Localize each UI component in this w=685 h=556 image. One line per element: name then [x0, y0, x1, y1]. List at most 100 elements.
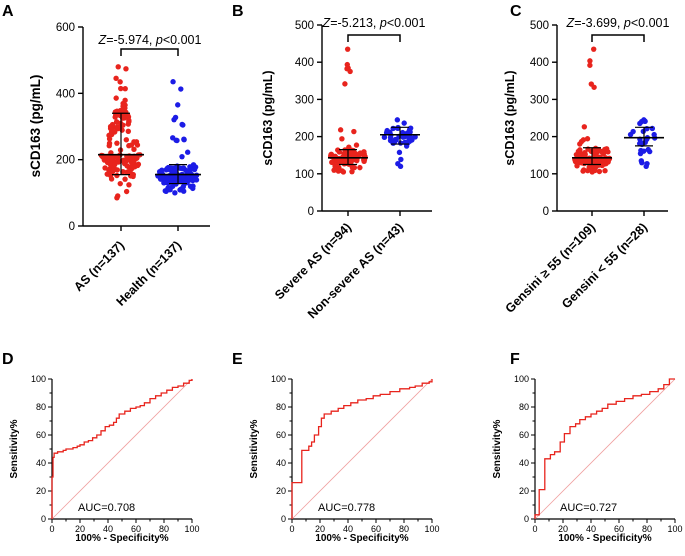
data-point	[109, 155, 115, 161]
data-point	[113, 95, 119, 101]
y-tick-label: 200	[56, 155, 75, 167]
significance-stat: Z=-5.974, p<0.001	[98, 33, 202, 47]
x-category-label: AS (n=137)	[71, 238, 127, 294]
x-tick-label: 0	[49, 524, 54, 534]
data-point	[651, 131, 657, 138]
stat-p: p	[155, 33, 163, 47]
data-point	[108, 129, 115, 135]
data-point	[181, 136, 187, 143]
y-tick-label: 100	[271, 374, 286, 384]
data-point	[392, 136, 399, 143]
data-point	[637, 139, 644, 145]
data-point	[605, 149, 611, 155]
data-point	[191, 166, 198, 173]
data-point	[580, 168, 586, 174]
y-tick-label: 600	[56, 22, 75, 34]
data-point	[115, 193, 121, 199]
data-point	[173, 137, 179, 143]
x-category-label: Gensini < 55 (n=28)	[559, 220, 650, 311]
x-tick-label: 80	[159, 524, 169, 534]
data-point	[114, 140, 120, 146]
data-point	[175, 102, 181, 108]
reference-diagonal	[534, 378, 676, 520]
data-point	[398, 156, 404, 163]
y-tick-label: 20	[519, 486, 529, 496]
y-tick-label: 400	[56, 88, 75, 100]
data-point	[645, 146, 651, 153]
x-axis-title: 100% - Specificity%	[558, 533, 651, 544]
y-axis-title: Sensitivity%	[249, 419, 260, 478]
data-point	[172, 114, 179, 121]
data-point	[109, 169, 116, 175]
y-tick-label: 0	[524, 514, 529, 524]
y-tick-label: 100	[31, 374, 46, 384]
data-point	[639, 159, 645, 166]
y-axis-title: sCD163 (pg/mL)	[503, 70, 517, 165]
data-point	[122, 86, 128, 92]
data-point	[642, 139, 648, 146]
data-point	[582, 151, 588, 158]
data-point	[344, 46, 351, 52]
data-point	[117, 180, 123, 187]
panel-E: E Sensitivity% 100% - Specificity% 00 20 20 40…	[232, 351, 440, 544]
x-tick-label: 20	[315, 524, 325, 534]
data-point	[381, 134, 388, 141]
data-point	[401, 120, 407, 126]
data-point	[126, 143, 132, 149]
data-point	[179, 153, 185, 160]
data-point	[122, 176, 128, 182]
y-axis-title: Sensitivity%	[9, 419, 20, 478]
y-tick-label: 60	[276, 430, 286, 440]
x-tick-label: 20	[558, 524, 568, 534]
significance-stat: Z=-3.699, p<0.001	[566, 16, 670, 30]
data-point	[387, 137, 394, 144]
data-point	[591, 84, 597, 90]
data-point	[100, 154, 106, 160]
significance-bracket	[120, 48, 179, 56]
significance-stat: Z=-5.213, p<0.001	[322, 16, 426, 30]
stat-z: Z	[322, 16, 331, 30]
data-point	[190, 185, 196, 192]
data-point	[581, 124, 588, 130]
data-point	[345, 65, 351, 71]
data-point	[180, 122, 186, 128]
data-point	[187, 177, 193, 183]
data-point	[587, 165, 593, 171]
panel-letter: C	[510, 3, 522, 20]
data-point	[134, 142, 141, 148]
stat-p: p	[623, 16, 631, 30]
roc-curve	[291, 379, 433, 519]
auc-label: AUC=0.727	[560, 502, 617, 514]
y-tick-label: 200	[295, 132, 314, 144]
x-tick-label: 0	[532, 524, 537, 534]
data-point	[156, 169, 163, 175]
data-point	[602, 168, 608, 174]
y-tick-label: 100	[295, 169, 314, 181]
stat-z-value: =-5.213,	[330, 16, 380, 30]
data-point	[125, 128, 132, 135]
data-point	[339, 136, 345, 142]
data-point	[112, 161, 118, 167]
data-point	[577, 141, 583, 147]
data-point	[115, 64, 121, 70]
data-point	[123, 188, 130, 195]
data-point	[598, 148, 605, 155]
data-point	[390, 125, 396, 132]
data-point	[353, 142, 360, 148]
data-point	[396, 149, 403, 156]
roc-curve	[534, 378, 675, 519]
data-point	[384, 127, 390, 134]
y-tick-label: 100	[514, 374, 529, 384]
data-point	[342, 81, 348, 87]
data-point	[351, 128, 357, 135]
significance-bracket	[347, 34, 401, 42]
x-tick-label: 100	[424, 524, 439, 534]
data-point	[106, 136, 113, 142]
data-point	[114, 108, 120, 114]
data-point	[337, 127, 344, 133]
data-point	[596, 168, 603, 175]
panel-F: F Sensitivity% 100% - Specificity% 00 20 20 40…	[492, 351, 683, 544]
x-tick-label: 60	[131, 524, 141, 534]
data-point	[642, 118, 648, 125]
